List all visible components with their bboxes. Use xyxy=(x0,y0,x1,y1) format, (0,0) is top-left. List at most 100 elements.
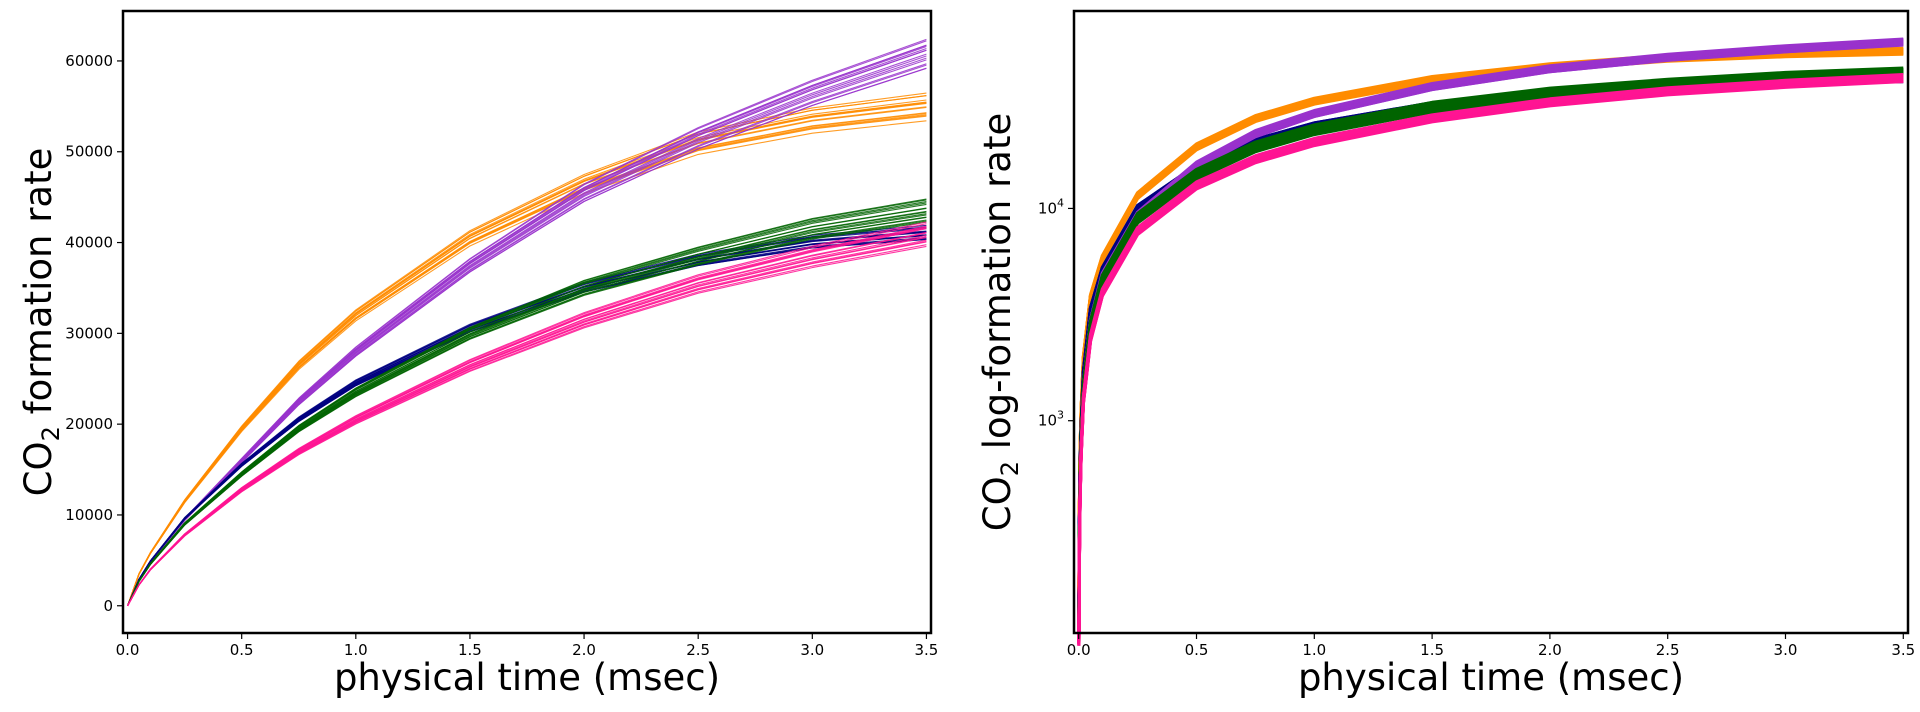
x-tick-label: 2.0 xyxy=(572,641,596,659)
series-line-pink xyxy=(127,227,927,607)
series-line-purple xyxy=(127,49,927,607)
right-x-ticks: 0.0 0.5 1.0 1.5 2.0 2.5 3.0 3.5 xyxy=(1067,633,1915,659)
x-tick-label: 1.0 xyxy=(1302,641,1326,659)
series-line-orange xyxy=(1077,48,1904,608)
series-line-orange xyxy=(127,114,927,606)
right-x-axis-label: physical time (msec) xyxy=(1298,656,1684,699)
left-plot-frame xyxy=(121,9,933,635)
series-line-orange xyxy=(1077,52,1904,612)
right-panel-log: 0.0 0.5 1.0 1.5 2.0 2.5 3.0 3.5 103 104 physical… xyxy=(976,9,1915,699)
x-tick-label: 1.0 xyxy=(344,641,368,659)
series-line-green xyxy=(127,221,927,607)
series-line-green xyxy=(1077,71,1904,634)
series-navy xyxy=(127,224,927,607)
series-line-green xyxy=(127,201,927,607)
left-x-ticks: 0.0 0.5 1.0 1.5 2.0 2.5 3.0 3.5 xyxy=(116,633,939,659)
y-tick-label: 20000 xyxy=(65,415,113,433)
x-tick-label: 0.5 xyxy=(230,641,254,659)
x-tick-label: 2.5 xyxy=(686,641,710,659)
series-line-orange xyxy=(1077,47,1904,608)
y-tick-label: 60000 xyxy=(65,52,113,70)
left-x-axis-label: physical time (msec) xyxy=(334,656,720,699)
series-line-green xyxy=(1077,68,1904,630)
x-tick-label: 2.5 xyxy=(1656,641,1680,659)
right-y-label-subscript: 2 xyxy=(996,461,1024,476)
series-line-orange xyxy=(1077,47,1904,607)
series-pink xyxy=(1077,73,1904,646)
series-line-orange xyxy=(1077,51,1904,611)
series-line-orange xyxy=(1077,46,1904,606)
series-line-orange xyxy=(1077,50,1904,611)
right-y-ticks: 103 104 xyxy=(1038,196,1074,430)
series-line-purple xyxy=(127,53,927,607)
series-line-green xyxy=(127,216,927,607)
x-tick-label: 3.5 xyxy=(915,641,939,659)
series-line-navy xyxy=(127,226,927,607)
right-y-label-main: CO xyxy=(976,476,1019,531)
y-tick-label: 50000 xyxy=(65,143,113,161)
series-line-orange xyxy=(127,102,927,606)
series-line-orange xyxy=(127,101,927,606)
right-y-axis-label: CO2 log-formation rate xyxy=(976,113,1024,532)
series-line-purple xyxy=(127,38,927,607)
series-purple xyxy=(1077,37,1904,637)
x-tick-label: 0.0 xyxy=(116,641,140,659)
series-line-purple xyxy=(127,55,927,607)
y-tick-label: 103 xyxy=(1038,409,1064,430)
right-y-label-rest: log-formation rate xyxy=(976,113,1019,461)
series-line-green xyxy=(127,198,927,607)
series-line-purple xyxy=(1077,43,1904,636)
series-line-green xyxy=(127,214,927,607)
series-line-purple xyxy=(1077,41,1904,635)
series-line-purple xyxy=(127,64,927,607)
series-line-pink xyxy=(127,226,927,607)
x-tick-label: 2.0 xyxy=(1538,641,1562,659)
x-tick-label: 3.0 xyxy=(800,641,824,659)
series-line-orange xyxy=(1077,50,1904,610)
series-line-navy xyxy=(127,226,927,607)
y-tick-label: 10000 xyxy=(65,506,113,524)
series-green xyxy=(1077,66,1904,638)
y-tick-label: 0 xyxy=(103,597,113,615)
series-line-purple xyxy=(127,63,927,607)
series-line-pink xyxy=(127,223,927,607)
right-series-lines xyxy=(1077,37,1904,646)
left-series-lines xyxy=(127,38,927,607)
series-line-pink xyxy=(127,228,927,607)
series-line-green xyxy=(127,220,927,607)
y-tick-label: 40000 xyxy=(65,234,113,252)
series-line-orange xyxy=(1077,48,1904,608)
series-line-orange xyxy=(1077,50,1904,610)
series-line-navy xyxy=(127,231,927,607)
series-line-navy xyxy=(127,230,927,607)
series-line-purple xyxy=(1077,41,1904,635)
series-line-green xyxy=(127,213,927,607)
series-line-green xyxy=(127,219,927,607)
x-tick-label: 1.5 xyxy=(1420,641,1444,659)
series-line-green xyxy=(1077,71,1904,634)
series-line-purple xyxy=(127,40,927,607)
left-panel-linear: 0.0 0.5 1.0 1.5 2.0 2.5 3.0 3.5 0 10000 20000 3000… xyxy=(17,9,939,699)
series-line-green xyxy=(1077,66,1904,629)
series-line-orange xyxy=(127,106,927,606)
series-line-orange xyxy=(1077,50,1904,610)
series-line-orange xyxy=(127,120,927,606)
series-line-purple xyxy=(1077,41,1904,635)
series-line-green xyxy=(1077,69,1904,632)
series-line-orange xyxy=(127,114,927,606)
series-line-orange xyxy=(127,95,927,606)
series-line-green xyxy=(127,216,927,607)
x-tick-label: 1.5 xyxy=(458,641,482,659)
series-line-purple xyxy=(1077,38,1904,631)
series-line-purple xyxy=(1077,40,1904,633)
series-line-green xyxy=(1077,70,1904,633)
series-line-orange xyxy=(127,115,927,606)
y-tick-label: 30000 xyxy=(65,324,113,342)
series-line-purple xyxy=(1077,38,1904,631)
x-tick-label: 3.5 xyxy=(1891,641,1915,659)
series-line-green xyxy=(127,210,927,607)
series-line-orange xyxy=(127,102,927,606)
left-y-label-main: CO xyxy=(17,441,60,496)
series-line-green xyxy=(1077,67,1904,630)
series-line-orange xyxy=(127,99,927,606)
